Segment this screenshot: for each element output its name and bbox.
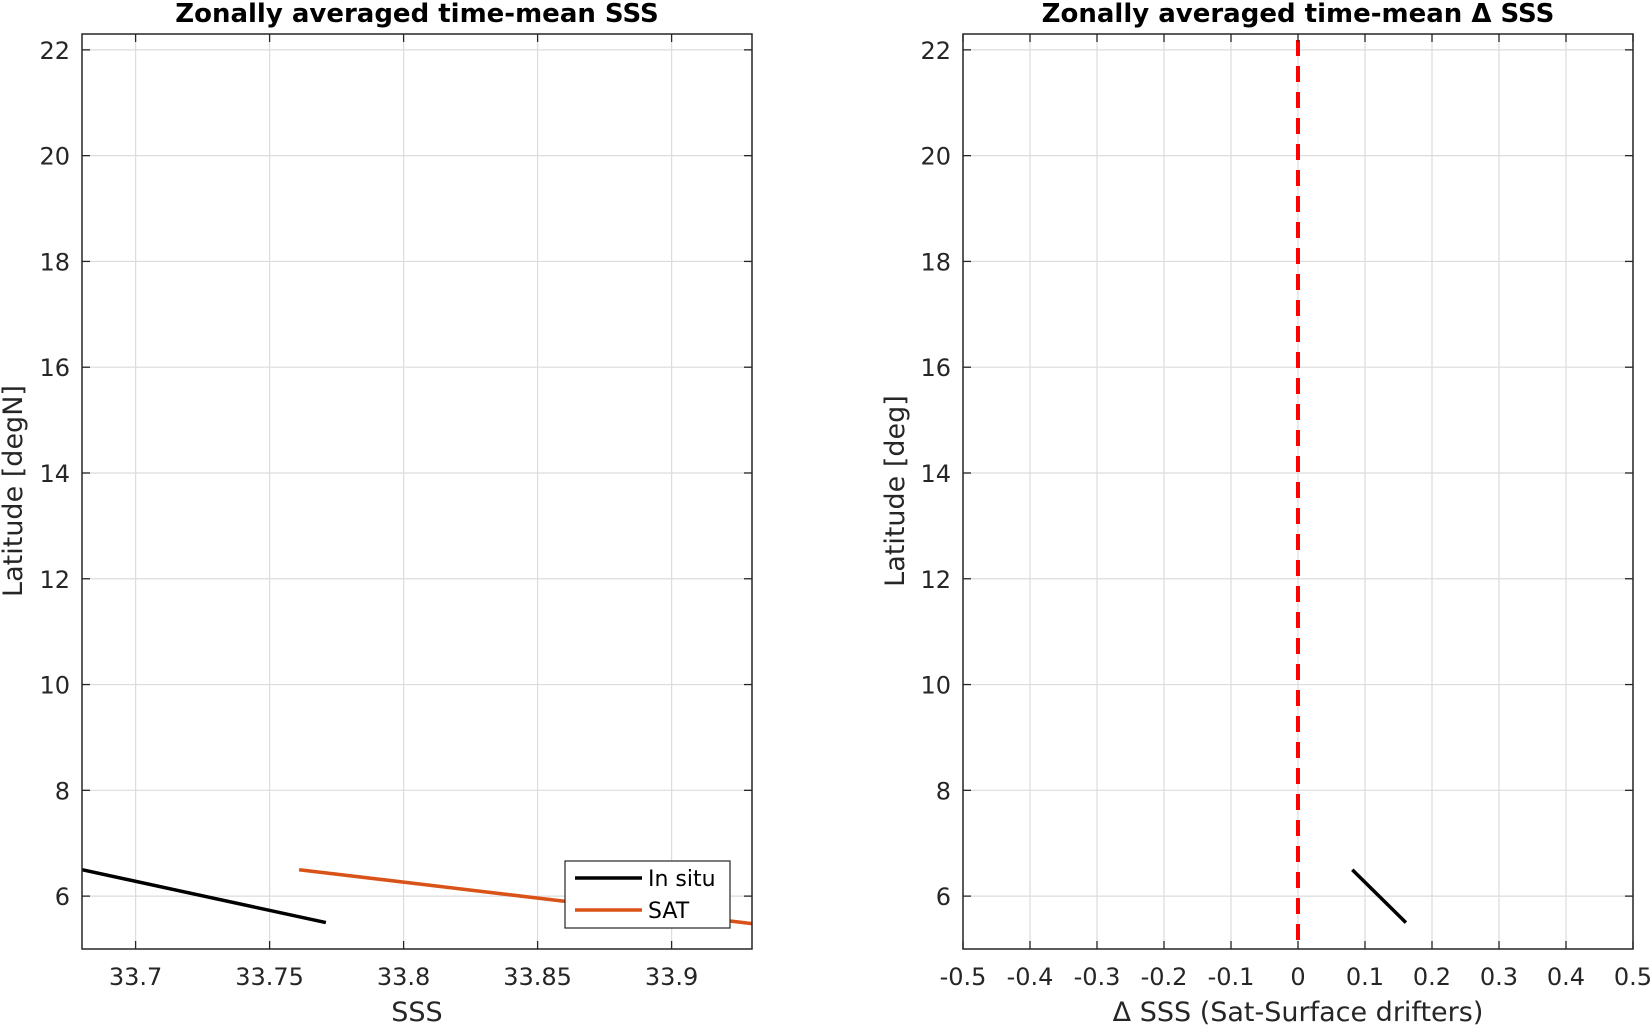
x-tick-label: -0.1 xyxy=(1208,963,1255,991)
y-tick-label: 20 xyxy=(920,143,951,171)
y-tick-label: 8 xyxy=(55,777,70,805)
ticks-delta-sss xyxy=(962,34,1634,949)
series-group-delta-sss xyxy=(1296,40,1408,949)
x-tick-label: 33.8 xyxy=(377,963,430,991)
y-tick-label: 8 xyxy=(936,777,951,805)
y-axis-label-delta-sss: Latitude [deg] xyxy=(880,395,911,587)
y-tick-label: 22 xyxy=(920,37,951,65)
series-line-delta-sss xyxy=(1351,868,1408,924)
x-tick-label: 0.4 xyxy=(1547,963,1585,991)
x-tick-label: -0.3 xyxy=(1074,963,1121,991)
x-tick-label: 33.7 xyxy=(109,963,162,991)
chart-title-sss: Zonally averaged time-mean SSS xyxy=(175,0,659,29)
y-tick-label: 22 xyxy=(39,37,70,65)
x-axis-label-delta-sss: Δ SSS (Sat-Surface drifters) xyxy=(1113,997,1484,1026)
x-tick-label: 0.5 xyxy=(1614,963,1651,991)
chart-delta-sss: -0.5 -0.4 -0.3 -0.2 -0.1 0 0.1 0.2 0.3 0.4 0.5 6 8 1… xyxy=(880,0,1651,1026)
x-tick-label: -0.5 xyxy=(940,963,987,991)
y-tick-label: 14 xyxy=(920,460,951,488)
x-tick-label: 0.1 xyxy=(1346,963,1384,991)
x-tick-label: 0.3 xyxy=(1480,963,1518,991)
y-tick-label: 18 xyxy=(920,248,951,276)
ticks-sss xyxy=(82,34,752,949)
y-tick-label: 20 xyxy=(39,143,70,171)
x-tick-labels-delta-sss: -0.5 -0.4 -0.3 -0.2 -0.1 0 0.1 0.2 0.3 0.4 0.5 xyxy=(940,963,1651,991)
y-tick-label: 18 xyxy=(39,248,70,276)
legend-box xyxy=(564,860,731,929)
x-tick-label: 33.75 xyxy=(235,963,304,991)
x-axis-label-sss: SSS xyxy=(391,997,442,1026)
y-tick-label: 6 xyxy=(936,883,951,911)
y-tick-label: 14 xyxy=(39,460,70,488)
grid-sss xyxy=(82,34,752,949)
x-tick-label: -0.4 xyxy=(1007,963,1054,991)
chart-title-delta-sss: Zonally averaged time-mean Δ SSS xyxy=(1042,0,1555,29)
legend: In situ SAT xyxy=(564,860,731,929)
x-tick-label: -0.2 xyxy=(1141,963,1188,991)
chart-sss: 33.7 33.75 33.8 33.85 33.9 6810121416182022 … xyxy=(0,0,753,1026)
y-tick-label: 16 xyxy=(920,354,951,382)
axes-box-sss xyxy=(81,33,753,950)
y-tick-labels-sss: 6 8 10 12 14 16 18 20 22 xyxy=(39,37,70,911)
legend-label-sat: SAT xyxy=(648,899,690,924)
series-line-in-situ xyxy=(81,867,327,925)
y-tick-label: 10 xyxy=(920,672,951,700)
plot-area-sss xyxy=(82,34,752,949)
y-tick-label: 6 xyxy=(55,883,70,911)
y-tick-label: 12 xyxy=(39,566,70,594)
y-tick-label: 10 xyxy=(39,672,70,700)
x-tick-labels-sss: 33.7 33.75 33.8 33.85 33.9 xyxy=(109,963,698,991)
legend-label-in-situ: In situ xyxy=(648,867,716,892)
y-tick-label: 12 xyxy=(920,566,951,594)
x-tick-label: 0.2 xyxy=(1413,963,1451,991)
x-tick-label: 33.9 xyxy=(645,963,698,991)
y-tick-labels-delta-sss: 6 8 10 12 14 16 18 20 22 xyxy=(920,37,951,911)
x-tick-label: 33.85 xyxy=(503,963,572,991)
y-axis-label-sss: Latitude [degN] xyxy=(0,385,29,597)
y-tick-label: 16 xyxy=(39,354,70,382)
x-tick-label: 0 xyxy=(1290,963,1305,991)
